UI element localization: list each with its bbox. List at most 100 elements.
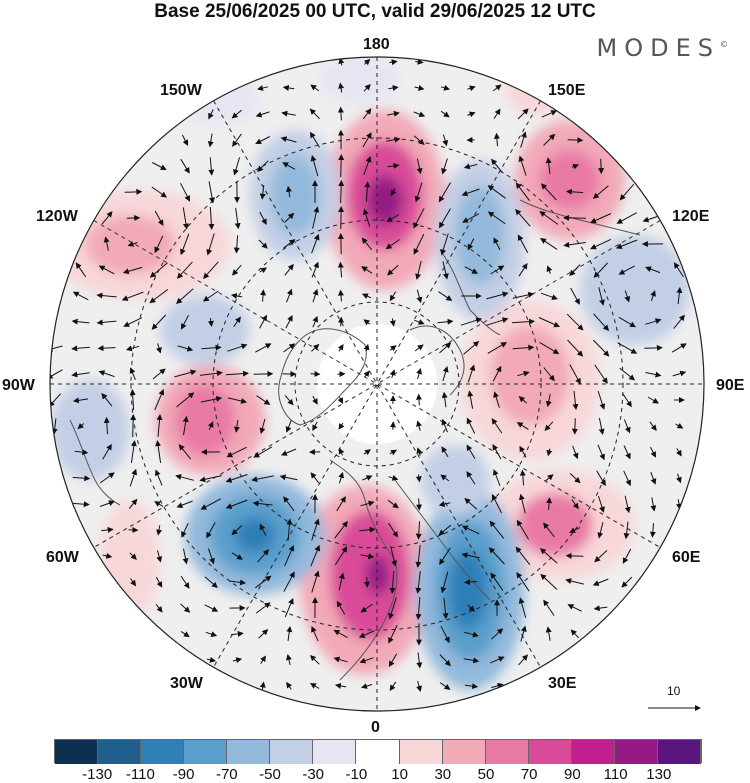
wind-vector xyxy=(438,501,451,508)
wind-vector xyxy=(311,570,320,593)
wind-vector xyxy=(286,518,293,541)
wind-vector xyxy=(337,106,344,121)
wind-vector xyxy=(338,57,345,66)
wind-vector xyxy=(98,370,115,378)
wind-vector xyxy=(201,344,222,351)
wind-vector xyxy=(154,210,164,226)
wind-vector xyxy=(460,317,483,326)
wind-vector xyxy=(416,498,423,511)
wind-vector xyxy=(364,181,371,202)
wind-vector xyxy=(334,546,348,566)
wind-vector xyxy=(312,395,318,405)
wind-vector xyxy=(309,654,320,665)
wind-vector xyxy=(492,469,501,487)
wind-vector xyxy=(492,444,502,460)
wind-vector xyxy=(597,390,606,410)
wind-vector xyxy=(334,683,347,689)
wind-vector xyxy=(467,238,475,251)
wind-vector xyxy=(208,109,214,120)
wind-vector xyxy=(650,497,657,512)
wind-vector xyxy=(596,470,606,487)
wind-vector xyxy=(286,654,292,666)
brand-text: MODES xyxy=(596,34,720,62)
wind-vector xyxy=(311,625,319,642)
wind-vector xyxy=(386,136,401,143)
wind-vector xyxy=(176,288,194,304)
wind-vector xyxy=(177,345,194,352)
wind-vector xyxy=(359,526,376,533)
wind-vector xyxy=(71,371,90,378)
wind-vector xyxy=(309,108,320,120)
wind-vector xyxy=(72,475,91,482)
colorbar-swatch xyxy=(98,740,142,764)
wind-vector xyxy=(645,371,662,378)
wind-vector xyxy=(467,111,476,118)
wind-vector xyxy=(572,445,579,460)
wind-vector xyxy=(154,235,164,254)
wind-vector xyxy=(491,494,503,514)
lon-label-150e: 150E xyxy=(548,82,586,99)
wind-vector xyxy=(516,571,530,592)
wind-vector xyxy=(254,575,272,589)
wind-vector xyxy=(518,155,527,176)
wind-vector xyxy=(338,572,345,591)
wind-vector xyxy=(673,314,685,329)
wind-vector xyxy=(155,603,163,613)
wind-vector xyxy=(200,395,223,403)
wind-vector xyxy=(205,631,218,637)
wind-vector xyxy=(361,683,373,689)
colorbar-swatch xyxy=(141,740,185,764)
wind-vector xyxy=(182,207,189,230)
wind-vector xyxy=(615,239,638,249)
wind-vector xyxy=(563,241,586,248)
lon-label-0: 0 xyxy=(371,719,380,736)
wind-vector xyxy=(543,367,555,382)
wind-vector xyxy=(363,319,371,326)
wind-vector xyxy=(617,342,638,354)
wind-vector xyxy=(310,84,320,92)
wind-vector xyxy=(338,82,345,93)
wind-vector xyxy=(491,158,503,173)
lon-label-120e: 120E xyxy=(672,208,710,225)
wind-vector xyxy=(675,422,684,429)
wind-vector xyxy=(363,83,371,92)
wind-vector xyxy=(231,109,242,119)
wind-vector xyxy=(464,683,479,690)
wind-vector xyxy=(545,626,552,641)
wind-vector xyxy=(590,213,612,224)
wind-vector xyxy=(259,211,267,225)
wind-vector xyxy=(519,469,526,486)
colorbar-swatch xyxy=(313,740,357,764)
wind-vector xyxy=(516,422,529,430)
wind-vector xyxy=(647,396,659,404)
wind-vector xyxy=(440,625,450,644)
wind-vector xyxy=(415,545,422,568)
wind-vector xyxy=(441,418,448,433)
wind-vector xyxy=(227,397,248,404)
wind-vector xyxy=(491,682,504,689)
wind-vector xyxy=(363,156,372,176)
wind-vector xyxy=(176,500,193,508)
wind-vector xyxy=(208,206,215,230)
colorbar-swatch xyxy=(270,740,314,764)
wind-vector xyxy=(180,575,190,589)
wind-vector xyxy=(415,596,422,620)
wind-vector xyxy=(363,577,370,588)
wind-vector xyxy=(440,84,450,91)
wind-vector xyxy=(181,134,189,146)
wind-vector xyxy=(180,233,190,256)
wind-vector xyxy=(311,518,320,541)
wind-vector xyxy=(467,604,476,612)
wind-vector xyxy=(232,657,243,664)
wind-vector xyxy=(676,286,683,305)
wind-vector xyxy=(671,343,687,353)
wind-vector xyxy=(486,317,509,326)
wind-vector xyxy=(259,314,267,329)
wind-vector xyxy=(72,291,89,301)
wind-vector xyxy=(616,212,637,224)
wind-vector xyxy=(255,136,271,144)
wind-vector xyxy=(571,163,580,170)
wind-vector xyxy=(286,681,293,690)
wind-vector xyxy=(310,472,320,484)
map-disc xyxy=(50,57,704,711)
